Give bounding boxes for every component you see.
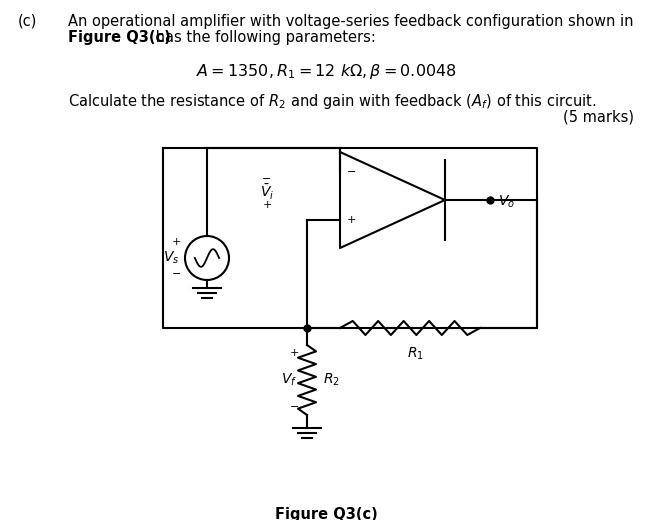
Text: An operational amplifier with voltage-series feedback configuration shown in: An operational amplifier with voltage-se… — [68, 14, 634, 29]
Text: (5 marks): (5 marks) — [563, 110, 634, 125]
Text: −: − — [262, 174, 272, 184]
Text: $V_o$: $V_o$ — [498, 194, 515, 210]
Text: −: − — [347, 167, 357, 177]
Text: +: + — [347, 215, 357, 225]
Text: $V_s$: $V_s$ — [162, 250, 179, 266]
Text: $R_1$: $R_1$ — [407, 346, 423, 362]
Text: (c): (c) — [18, 14, 37, 29]
Text: Calculate the resistance of $R_2$ and gain with feedback ($A_f$) of this circuit: Calculate the resistance of $R_2$ and ga… — [68, 92, 597, 111]
Text: +: + — [171, 237, 181, 247]
Text: −: − — [289, 402, 299, 412]
Text: $R_2$: $R_2$ — [323, 372, 340, 388]
Text: $A = 1350, R_1 = 12\ k\Omega, \beta = 0.0048$: $A = 1350, R_1 = 12\ k\Omega, \beta = 0.… — [196, 62, 456, 81]
Text: has the following parameters:: has the following parameters: — [151, 30, 376, 45]
Text: $\bar{V}_i$: $\bar{V}_i$ — [260, 183, 274, 202]
Text: Figure Q3(c): Figure Q3(c) — [274, 507, 378, 520]
Text: +: + — [289, 348, 299, 358]
Text: +: + — [262, 200, 272, 210]
Text: Figure Q3(c): Figure Q3(c) — [68, 30, 171, 45]
Text: −: − — [171, 269, 181, 279]
Text: $V_f$: $V_f$ — [281, 372, 297, 388]
